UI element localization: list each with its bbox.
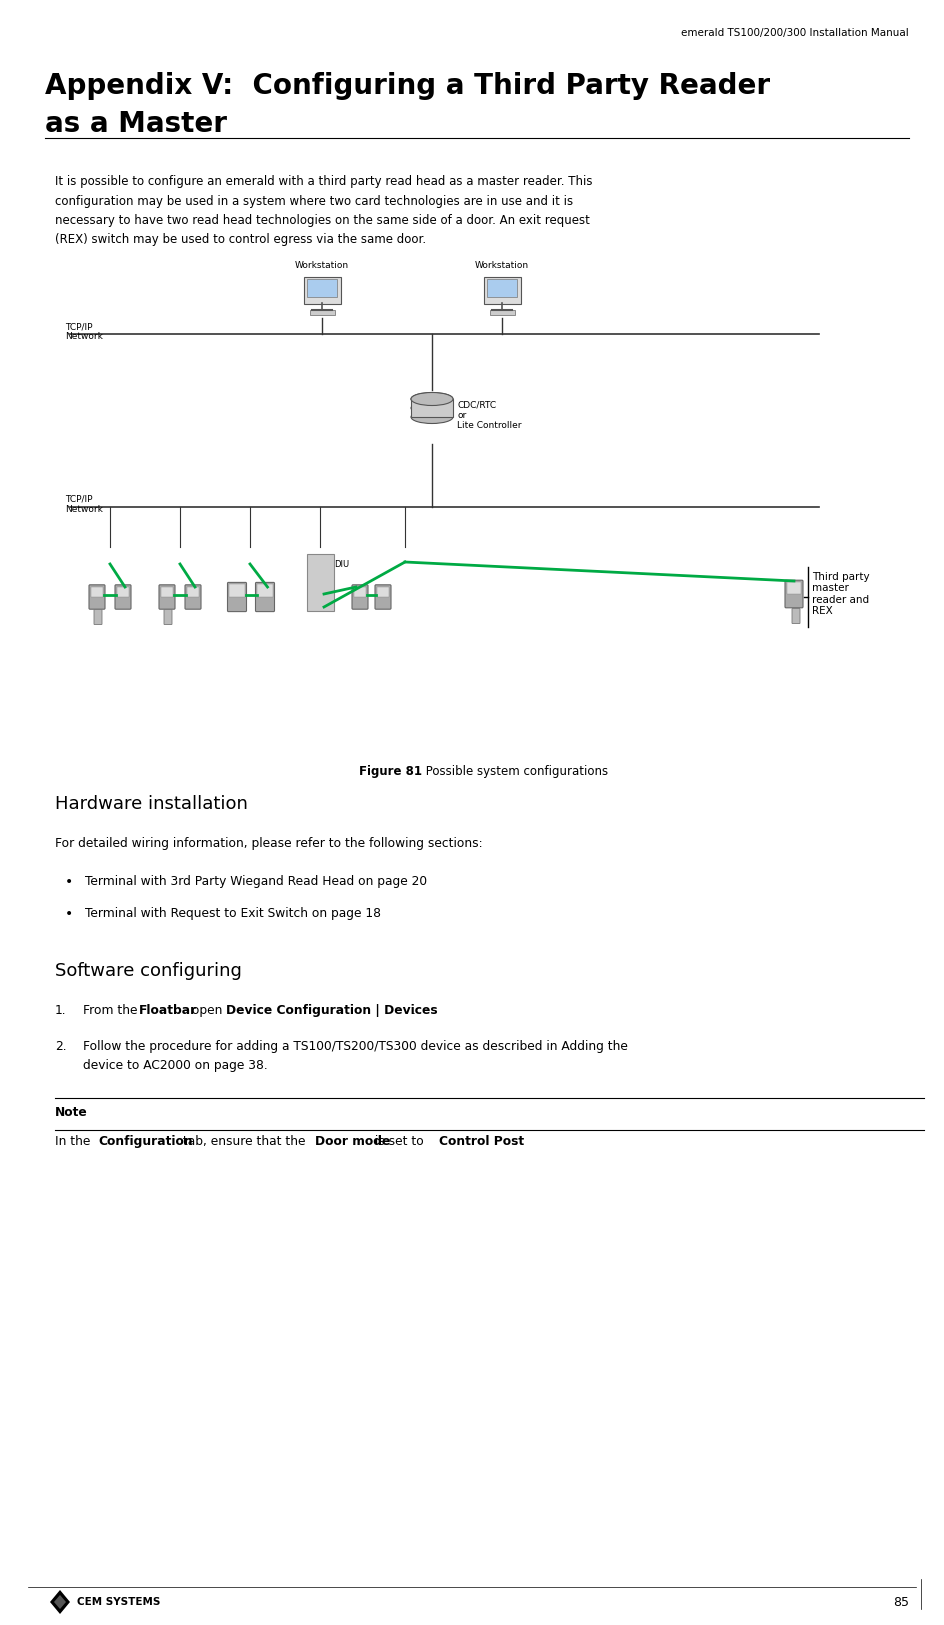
Text: TCP/IP: TCP/IP — [65, 322, 93, 331]
Polygon shape — [411, 400, 453, 418]
Text: as a Master: as a Master — [45, 111, 227, 138]
Text: Third party
master
reader and
REX: Third party master reader and REX — [812, 572, 869, 616]
Polygon shape — [54, 1596, 66, 1609]
FancyBboxPatch shape — [487, 280, 517, 297]
Text: 1.: 1. — [55, 1004, 67, 1017]
Ellipse shape — [411, 393, 453, 406]
Text: device to AC2000 on page 38.: device to AC2000 on page 38. — [83, 1060, 268, 1072]
FancyBboxPatch shape — [164, 609, 172, 624]
Text: open: open — [189, 1004, 227, 1017]
Text: 2.: 2. — [55, 1040, 67, 1053]
FancyBboxPatch shape — [258, 585, 273, 598]
Text: Possible system configurations: Possible system configurations — [422, 765, 608, 778]
Polygon shape — [50, 1589, 70, 1614]
FancyBboxPatch shape — [483, 276, 520, 304]
Ellipse shape — [411, 411, 453, 424]
FancyBboxPatch shape — [115, 585, 131, 609]
FancyBboxPatch shape — [91, 587, 103, 598]
Text: configuration may be used in a system where two card technologies are in use and: configuration may be used in a system wh… — [55, 195, 573, 208]
FancyBboxPatch shape — [785, 580, 803, 608]
Text: Device Configuration | Devices: Device Configuration | Devices — [226, 1004, 437, 1017]
FancyBboxPatch shape — [786, 582, 801, 595]
Ellipse shape — [411, 393, 453, 406]
Text: From the: From the — [83, 1004, 142, 1017]
FancyBboxPatch shape — [187, 587, 199, 598]
FancyBboxPatch shape — [229, 585, 244, 598]
Text: necessary to have two read head technologies on the same side of a door. An exit: necessary to have two read head technolo… — [55, 214, 590, 228]
FancyBboxPatch shape — [352, 585, 368, 609]
Text: It is possible to configure an emerald with a third party read head as a master : It is possible to configure an emerald w… — [55, 176, 593, 188]
Text: is set to: is set to — [371, 1134, 428, 1147]
FancyBboxPatch shape — [160, 587, 173, 598]
Text: For detailed wiring information, please refer to the following sections:: For detailed wiring information, please … — [55, 837, 482, 850]
Text: or: or — [457, 411, 466, 419]
Text: Hardware installation: Hardware installation — [55, 795, 248, 812]
Text: •: • — [65, 907, 74, 921]
FancyBboxPatch shape — [310, 310, 334, 315]
FancyBboxPatch shape — [792, 608, 800, 624]
Text: .: . — [412, 1004, 415, 1017]
Text: Terminal with Request to Exit Switch on page 18: Terminal with Request to Exit Switch on … — [85, 907, 381, 920]
Text: Note: Note — [55, 1107, 88, 1120]
Text: DIU: DIU — [334, 559, 349, 569]
Text: TCP/IP: TCP/IP — [65, 496, 93, 504]
Text: Floatbar: Floatbar — [139, 1004, 197, 1017]
Text: Follow the procedure for adding a TS100/TS200/TS300 device as described in Addin: Follow the procedure for adding a TS100/… — [83, 1040, 628, 1053]
FancyBboxPatch shape — [377, 587, 389, 598]
Text: 85: 85 — [893, 1596, 909, 1609]
FancyBboxPatch shape — [159, 585, 175, 609]
Text: CEM SYSTEMS: CEM SYSTEMS — [77, 1597, 160, 1607]
FancyBboxPatch shape — [89, 585, 105, 609]
Text: Appendix V:  Configuring a Third Party Reader: Appendix V: Configuring a Third Party Re… — [45, 72, 770, 101]
FancyBboxPatch shape — [94, 609, 102, 624]
FancyBboxPatch shape — [256, 582, 275, 611]
FancyBboxPatch shape — [307, 554, 333, 611]
FancyBboxPatch shape — [375, 585, 391, 609]
FancyBboxPatch shape — [490, 310, 514, 315]
Text: Door mode: Door mode — [315, 1134, 391, 1147]
Text: Workstation: Workstation — [295, 262, 349, 270]
Text: Figure 81: Figure 81 — [359, 765, 422, 778]
Text: Network: Network — [65, 332, 103, 341]
Text: Control Post: Control Post — [439, 1134, 525, 1147]
Text: Configuration: Configuration — [98, 1134, 193, 1147]
Text: .: . — [514, 1134, 517, 1147]
Text: Terminal with 3rd Party Wiegand Read Head on page 20: Terminal with 3rd Party Wiegand Read Hea… — [85, 874, 427, 887]
Text: Workstation: Workstation — [475, 262, 529, 270]
FancyBboxPatch shape — [228, 582, 246, 611]
Text: CDC/RTC: CDC/RTC — [457, 400, 497, 410]
FancyBboxPatch shape — [117, 587, 129, 598]
Text: (REX) switch may be used to control egress via the same door.: (REX) switch may be used to control egre… — [55, 234, 426, 247]
FancyBboxPatch shape — [307, 280, 337, 297]
Text: •: • — [65, 874, 74, 889]
Text: Network: Network — [65, 505, 103, 514]
FancyBboxPatch shape — [354, 587, 366, 598]
Text: tab, ensure that the: tab, ensure that the — [179, 1134, 310, 1147]
Text: Software configuring: Software configuring — [55, 962, 242, 980]
FancyBboxPatch shape — [304, 276, 341, 304]
Text: emerald TS100/200/300 Installation Manual: emerald TS100/200/300 Installation Manua… — [682, 28, 909, 37]
Text: In the: In the — [55, 1134, 94, 1147]
Ellipse shape — [411, 401, 453, 414]
Text: Lite Controller: Lite Controller — [457, 421, 521, 429]
FancyBboxPatch shape — [185, 585, 201, 609]
